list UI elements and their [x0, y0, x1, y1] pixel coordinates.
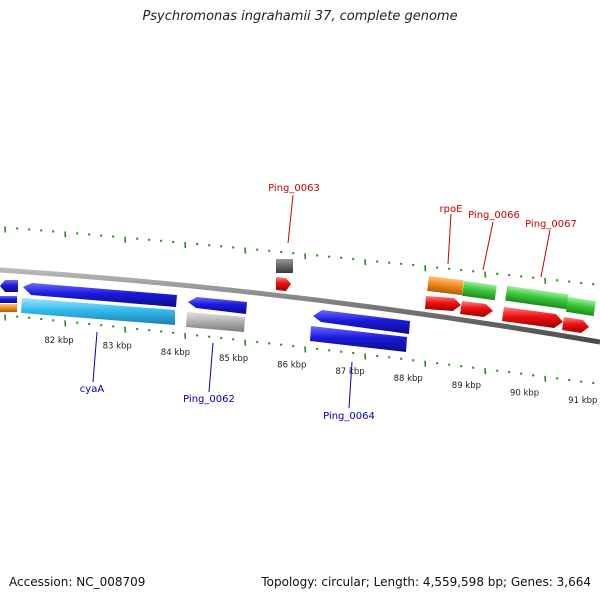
gene-arrow-red-ping-0066[interactable]: [460, 301, 493, 317]
scale-label: 88 kbp: [394, 374, 423, 384]
gene-box-blue-ping-0064[interactable]: [310, 326, 407, 352]
scale-label: 82 kbp: [44, 336, 73, 346]
gene-arrow-blue-mid[interactable]: [188, 297, 247, 314]
gene-label-cyaa[interactable]: cyaA: [80, 384, 105, 395]
scale-label: 85 kbp: [219, 354, 248, 364]
gene-box-blue-edge[interactable]: [0, 296, 17, 303]
gene-label-ping-0066[interactable]: Ping_0066: [468, 210, 520, 221]
scale-labels: 82 kbp 83 kbp 84 kbp 85 kbp 86 kbp 87 kbp 88 k…: [44, 336, 597, 406]
gene-label-ping-0067[interactable]: Ping_0067: [525, 219, 577, 230]
gene-box-green-ping-0066[interactable]: [462, 280, 497, 301]
gene-arrow-blue-large[interactable]: [23, 283, 177, 307]
gene-label-rpoe[interactable]: rpoE: [440, 204, 463, 215]
scale-label: 89 kbp: [452, 381, 481, 391]
scale-label: 90 kbp: [510, 388, 539, 398]
genome-summary-text: Topology: circular; Length: 4,559,598 bp…: [261, 575, 591, 589]
gene-label-ping-0062[interactable]: Ping_0062: [183, 394, 235, 405]
gene-box-orange-rpoe[interactable]: [427, 275, 464, 296]
gene-arrow-red-ping-0067[interactable]: [502, 307, 563, 328]
leader-ping-0067: [540, 229, 551, 278]
gene-box-cyan-cyaa[interactable]: [21, 298, 175, 325]
scale-label: 91 kbp: [568, 396, 597, 406]
scale-label: 83 kbp: [103, 342, 132, 352]
map-title: Psychromonas ingrahamii 37, complete gen…: [142, 9, 458, 24]
accession-text: Accession: NC_008709: [9, 575, 146, 589]
gene-box-green-edge[interactable]: [565, 296, 596, 317]
outer-tick-ring: [4, 226, 595, 286]
gene-arrow-red-edge[interactable]: [562, 317, 589, 333]
gene-box-orange-edge[interactable]: [0, 304, 17, 312]
gene-box-green-ping-0067[interactable]: [505, 285, 569, 310]
gene-label-ping-0063[interactable]: Ping_0063: [268, 183, 320, 194]
gene-arrow-red-rpoe[interactable]: [425, 296, 461, 311]
scale-label: 86 kbp: [277, 361, 306, 371]
leader-cyaa: [92, 331, 98, 383]
gene-box-dark-gray[interactable]: [276, 259, 293, 273]
leader-rpoe: [447, 213, 452, 265]
leader-ping-0062: [208, 342, 214, 393]
gene-arrow-blue-upper-ping-0064[interactable]: [313, 310, 410, 334]
leader-ping-0064: [348, 361, 353, 409]
reverse-strand-features: [0, 296, 410, 352]
gene-arrow-red-small[interactable]: [276, 277, 291, 291]
gene-arrow-blue-left[interactable]: [0, 280, 18, 292]
gene-labels: Ping_0063 rpoE Ping_0066 Ping_0067 cyaA …: [80, 183, 577, 422]
leader-ping-0063: [287, 194, 294, 244]
genome-backbone: [0, 267, 600, 345]
inner-tick-ring: [4, 314, 595, 385]
gene-label-ping-0064[interactable]: Ping_0064: [323, 411, 375, 422]
gene-label-leaders: [92, 194, 551, 409]
scale-label: 84 kbp: [161, 348, 190, 358]
leader-ping-0066: [482, 221, 494, 271]
forward-strand-features: [0, 259, 596, 333]
gene-box-gray-ping-0062[interactable]: [186, 312, 245, 332]
scale-label: 87 kbp: [335, 367, 364, 377]
